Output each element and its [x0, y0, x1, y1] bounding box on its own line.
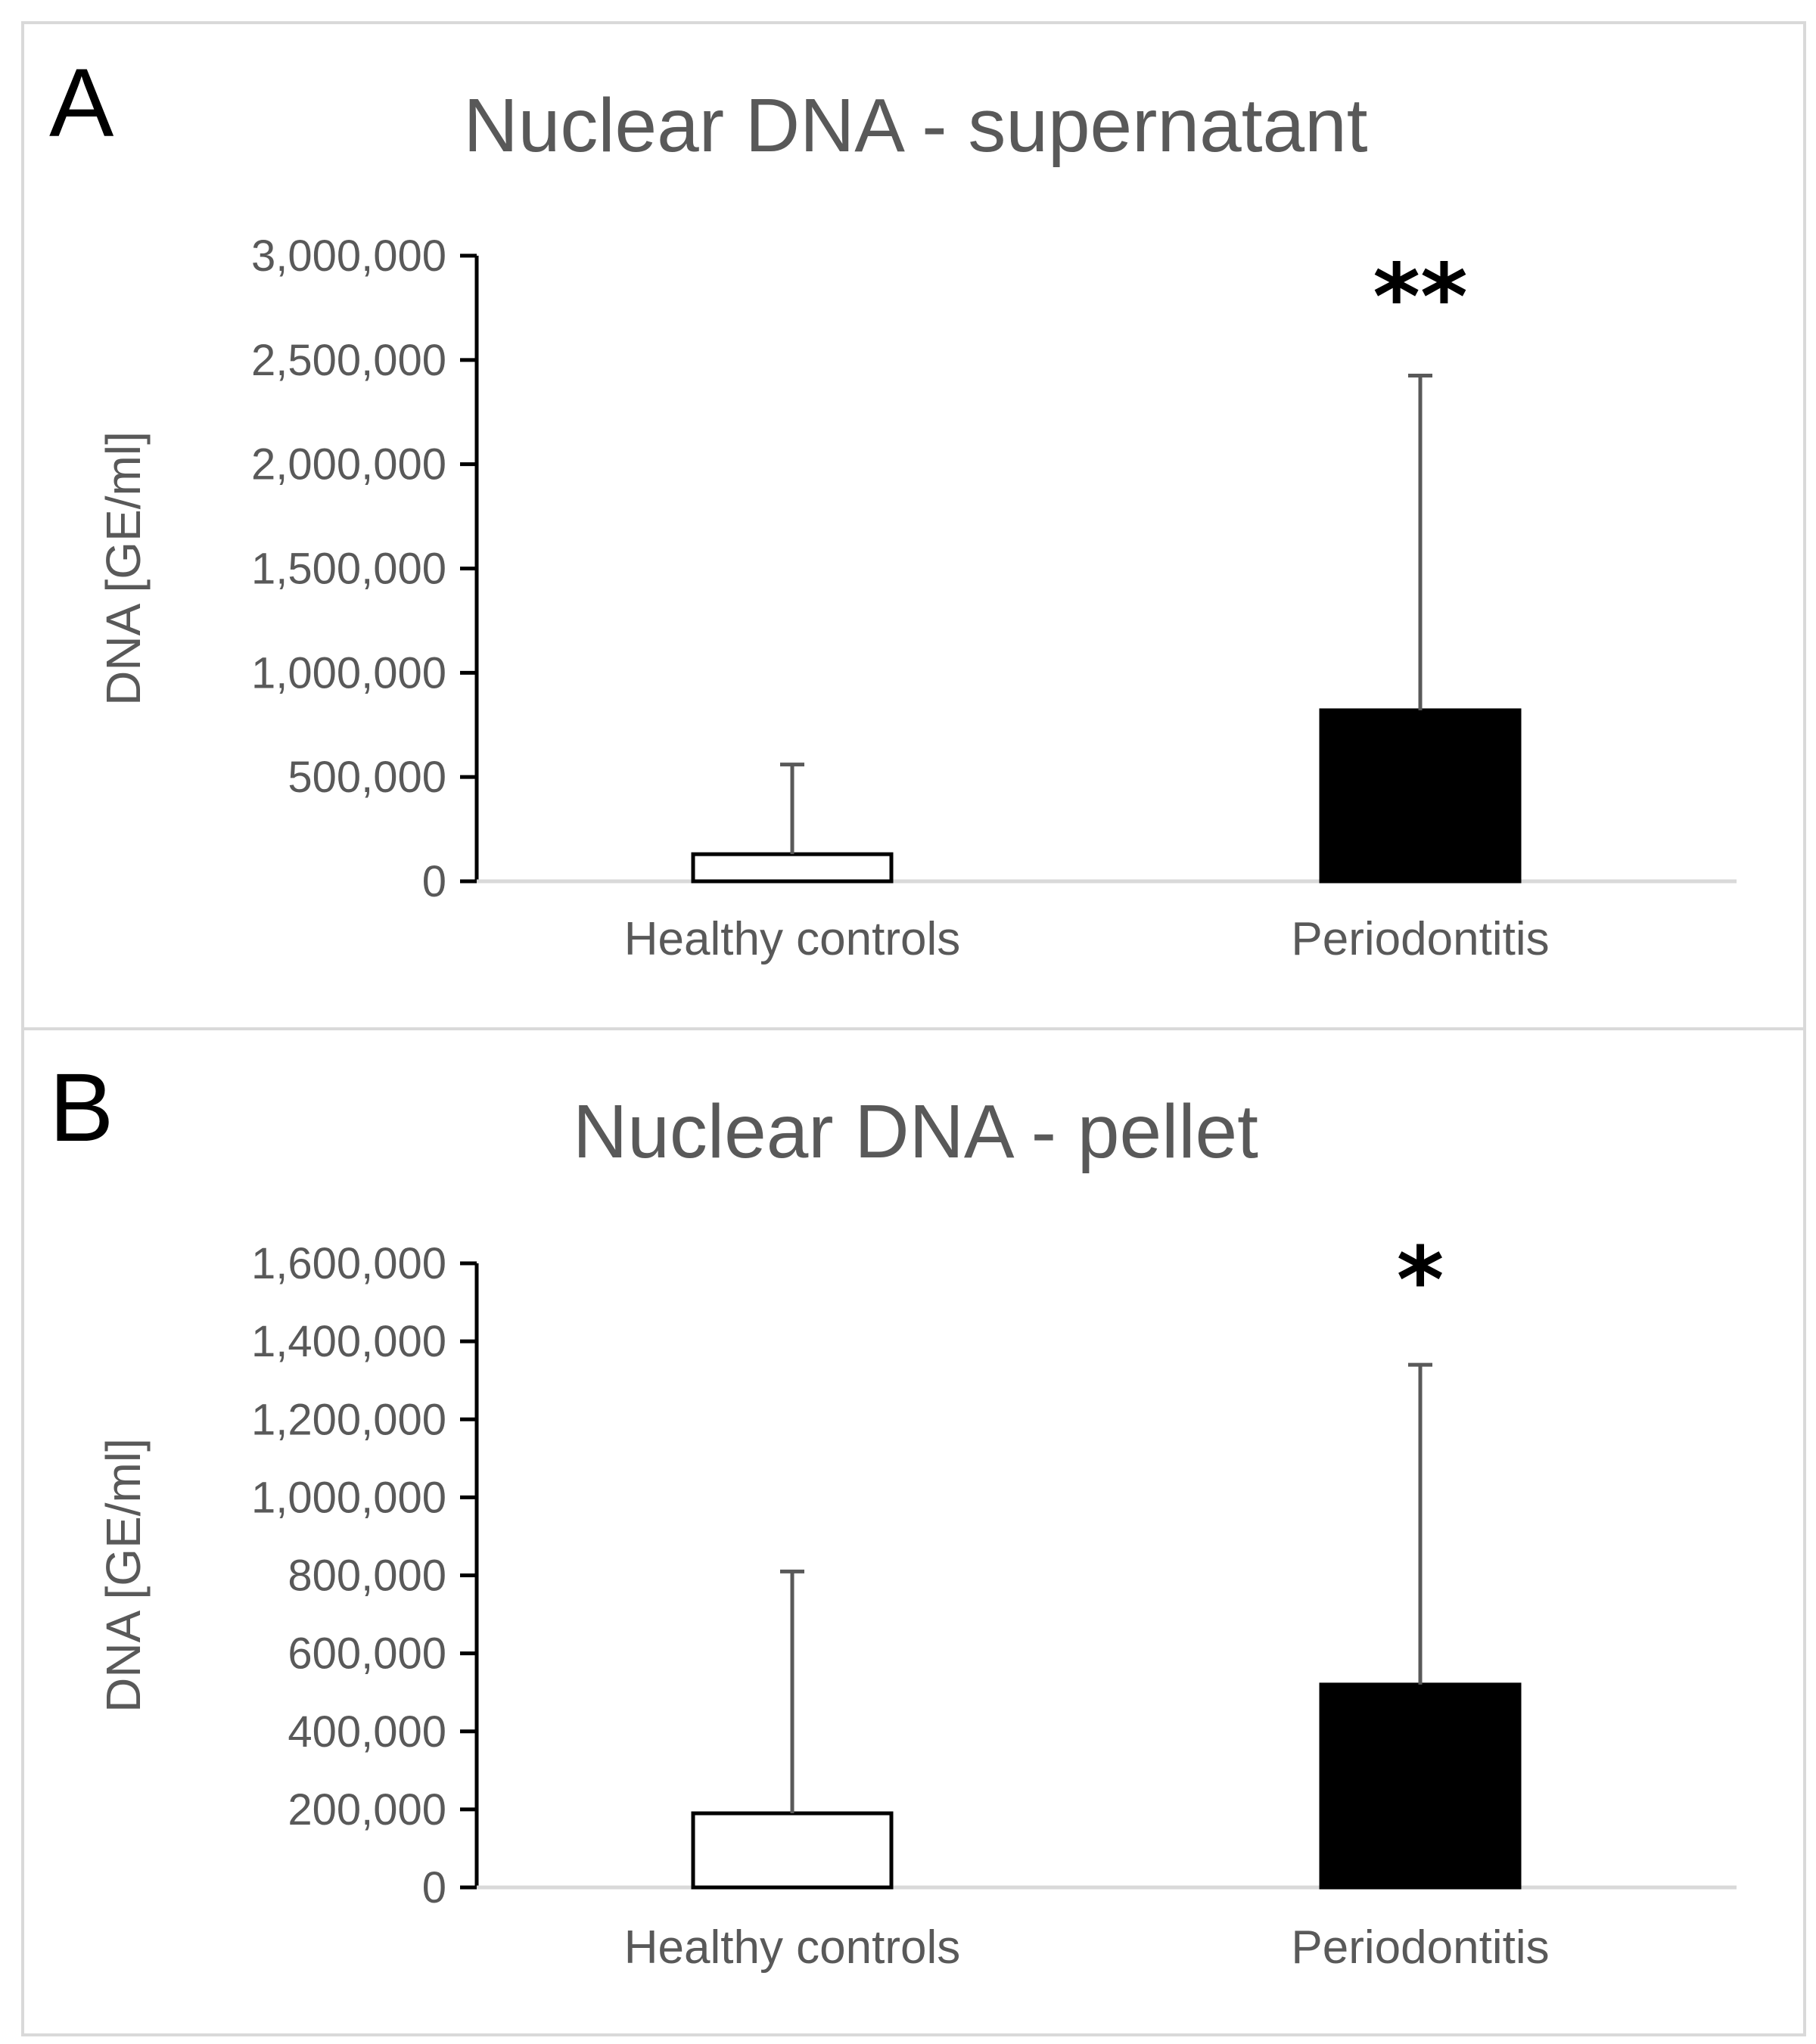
y-tick-label: 1,200,000	[251, 1395, 446, 1444]
y-tick-label: 1,400,000	[251, 1317, 446, 1366]
y-tick-label: 200,000	[288, 1785, 446, 1834]
significance-mark: **	[1373, 246, 1468, 351]
y-tick-label: 400,000	[288, 1707, 446, 1757]
chart-panel-a: A Nuclear DNA - supernatant 0 500,000 1,000,…	[21, 21, 1806, 1030]
bar-healthy-controls	[691, 1811, 894, 1890]
panel-frame	[21, 1027, 1806, 2036]
bar-periodontitis	[1319, 1682, 1522, 1890]
y-tick-label: 1,600,000	[251, 1239, 446, 1288]
category-label: Healthy controls	[624, 913, 961, 965]
y-tick-label: 600,000	[288, 1629, 446, 1679]
y-tick-label: 2,500,000	[251, 336, 446, 385]
y-tick-label: 0	[422, 857, 446, 906]
panel-letter: B	[49, 1054, 114, 1162]
panel-letter: A	[49, 49, 114, 157]
y-tick-label: 3,000,000	[251, 231, 446, 281]
y-tick-label: 1,000,000	[251, 1473, 446, 1522]
y-tick-label: 800,000	[288, 1552, 446, 1601]
chart-panel-b: B Nuclear DNA - pellet 0 200,000 400,000 600,…	[21, 1027, 1806, 2036]
chart-title: Nuclear DNA - supernatant	[463, 83, 1367, 168]
y-tick-label: 1,000,000	[251, 648, 446, 697]
significance-mark: *	[1397, 1229, 1444, 1334]
bar-periodontitis	[1319, 708, 1522, 884]
bar-healthy-controls	[691, 852, 894, 884]
y-axis-title: DNA [GE/ml]	[96, 1438, 151, 1713]
y-tick-label: 0	[422, 1863, 446, 1912]
y-axis-title: DNA [GE/ml]	[96, 431, 151, 706]
category-label: Healthy controls	[624, 1921, 961, 1974]
y-tick-label: 2,000,000	[251, 440, 446, 489]
category-label: Periodontitis	[1291, 913, 1549, 965]
panel-frame	[21, 21, 1806, 1030]
chart-title: Nuclear DNA - pellet	[573, 1089, 1258, 1174]
y-tick-label: 500,000	[288, 753, 446, 802]
y-tick-label: 1,500,000	[251, 545, 446, 594]
category-label: Periodontitis	[1291, 1921, 1549, 1974]
